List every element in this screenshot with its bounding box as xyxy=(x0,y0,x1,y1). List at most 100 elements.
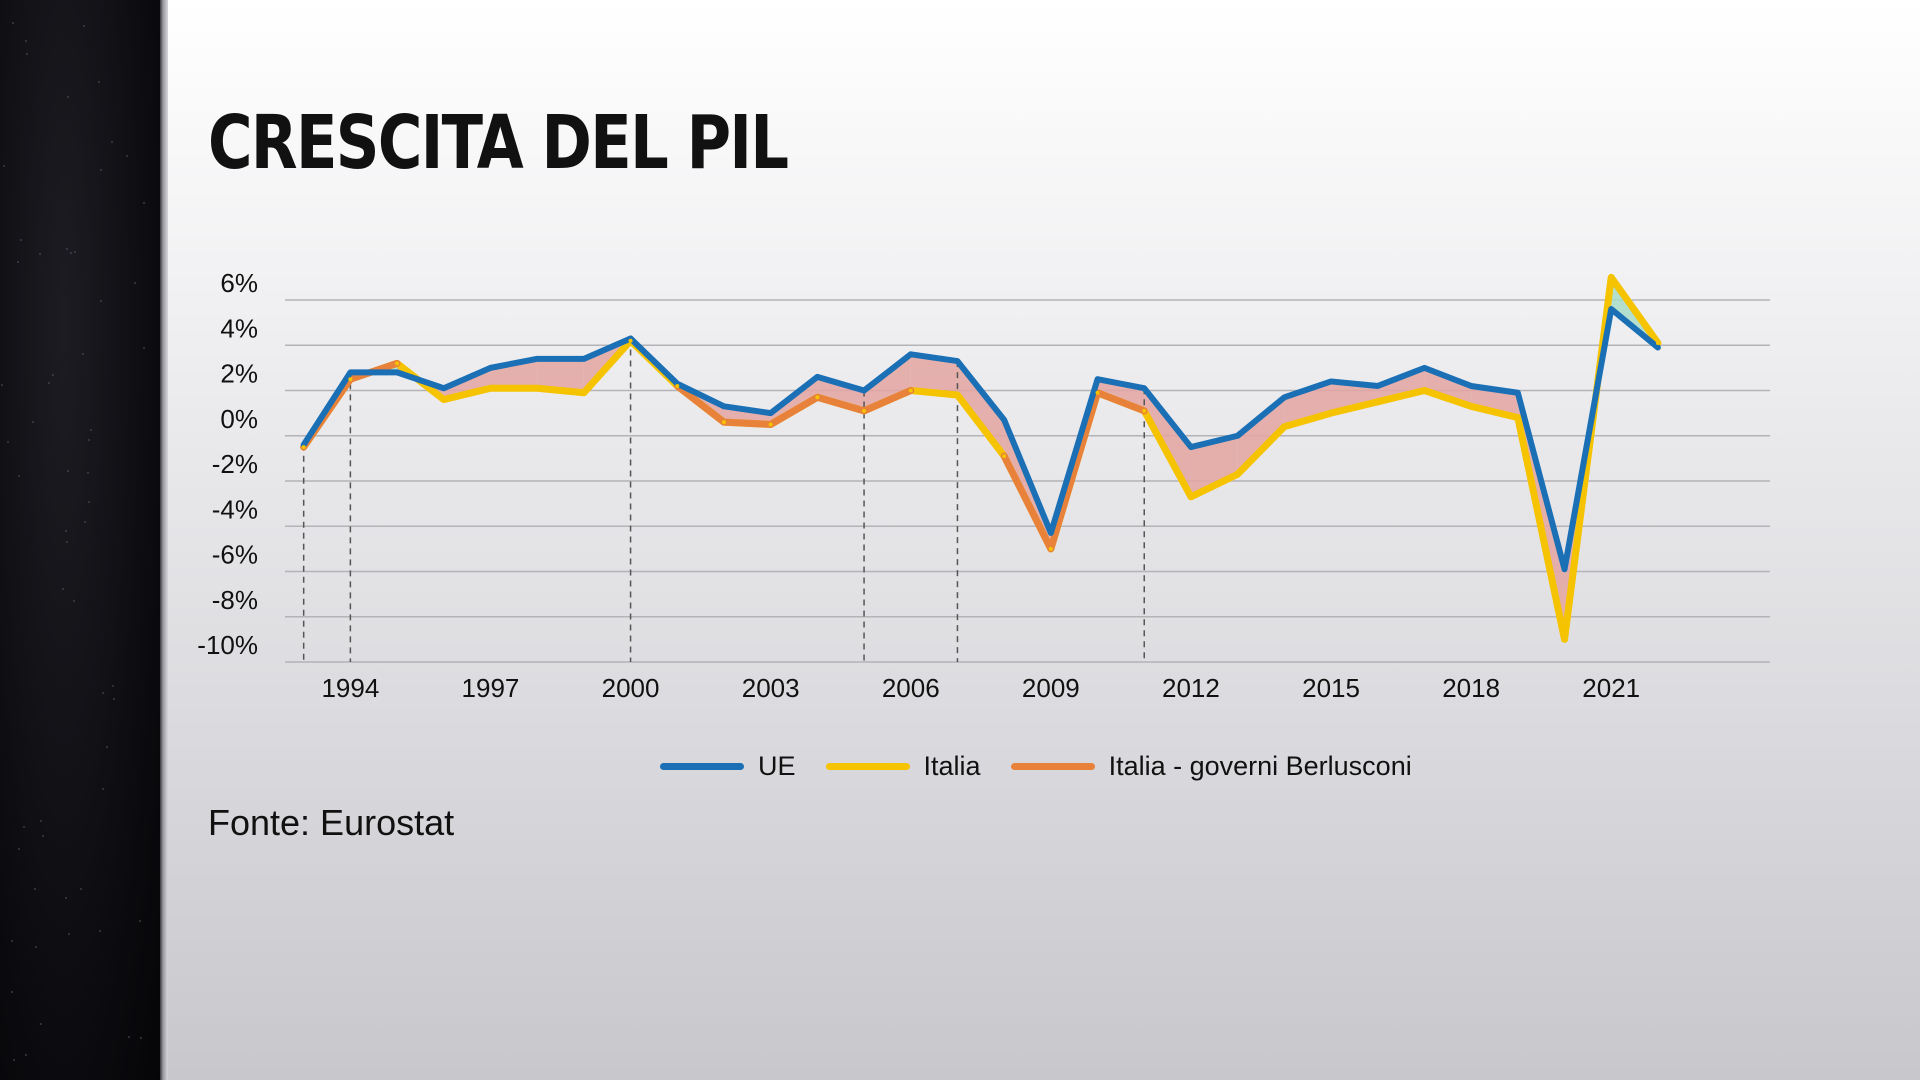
speck-decoration xyxy=(73,600,75,602)
speck-decoration xyxy=(134,282,136,284)
speck-decoration xyxy=(100,169,102,171)
speck-decoration xyxy=(140,1037,142,1039)
speck-decoration xyxy=(25,1054,27,1056)
x-tick-label: 2003 xyxy=(742,673,800,703)
speck-decoration xyxy=(3,165,5,167)
speck-decoration xyxy=(23,826,25,828)
gap-area-negative xyxy=(1237,397,1285,475)
speck-decoration xyxy=(12,22,14,24)
gap-area-negative xyxy=(1424,367,1472,407)
y-tick-label: 4% xyxy=(220,313,258,343)
speck-decoration xyxy=(25,40,27,42)
data-point-ue xyxy=(1655,345,1660,350)
gap-area-negative xyxy=(910,354,958,396)
data-point-ue xyxy=(1422,365,1427,370)
data-point-ue xyxy=(395,370,400,375)
data-point-italia xyxy=(1515,415,1520,420)
speck-decoration xyxy=(74,251,76,253)
series-line-berlusconi xyxy=(1000,389,1148,553)
speck-decoration xyxy=(17,261,19,263)
data-point-ue xyxy=(1282,395,1287,400)
speck-decoration xyxy=(87,472,89,474)
gap-area-negative xyxy=(817,376,865,411)
speck-decoration xyxy=(66,541,68,543)
speck-decoration xyxy=(67,470,69,472)
speck-decoration xyxy=(70,252,72,254)
data-point-ue xyxy=(768,411,773,416)
data-point-ue xyxy=(1515,390,1520,395)
data-point-italia xyxy=(815,395,820,400)
source-note: Fonte: Eurostat xyxy=(208,802,455,843)
speck-decoration xyxy=(98,81,100,83)
speck-decoration xyxy=(52,374,54,376)
speck-decoration xyxy=(113,698,115,700)
speck-decoration xyxy=(106,746,108,748)
data-point-ue xyxy=(441,386,446,391)
data-point-italia xyxy=(1188,494,1193,499)
x-tick-label: 2015 xyxy=(1302,673,1360,703)
speck-decoration xyxy=(126,155,128,157)
speck-decoration xyxy=(34,888,36,890)
y-tick-label: 6% xyxy=(220,268,258,298)
x-tick-label: 2021 xyxy=(1582,673,1640,703)
data-point-italia xyxy=(441,397,446,402)
data-point-ue xyxy=(1562,567,1567,572)
data-point-ue xyxy=(1142,386,1147,391)
dark-side-strip xyxy=(0,0,160,1080)
legend-label-italia: Italia xyxy=(923,750,981,781)
x-tick-label: 1997 xyxy=(462,673,520,703)
speck-decoration xyxy=(90,429,92,431)
speck-decoration xyxy=(32,421,34,423)
data-point-italia xyxy=(395,361,400,366)
speck-decoration xyxy=(42,835,44,837)
data-point-italia xyxy=(1329,411,1334,416)
speck-decoration xyxy=(65,530,67,532)
legend-swatch-italia xyxy=(825,762,910,770)
speck-decoration xyxy=(143,202,145,204)
data-point-ue xyxy=(815,374,820,379)
y-tick-label: 2% xyxy=(220,359,258,389)
legend-swatch-ue xyxy=(660,762,744,770)
speck-decoration xyxy=(111,141,113,143)
data-point-italia xyxy=(1048,546,1053,551)
data-point-italia xyxy=(1142,408,1147,413)
chart-legend: UE Italia Italia - governi Berlusconi xyxy=(660,748,1412,784)
speck-decoration xyxy=(65,897,67,899)
speck-decoration xyxy=(40,1023,42,1025)
speck-decoration xyxy=(20,239,22,241)
speck-decoration xyxy=(11,940,13,942)
x-tick-label: 2018 xyxy=(1442,673,1500,703)
series-line-berlusconi xyxy=(673,382,915,428)
data-point-italia xyxy=(768,422,773,427)
data-point-ue xyxy=(1095,377,1100,382)
speck-decoration xyxy=(7,441,9,443)
data-point-italia xyxy=(1095,390,1100,395)
data-point-italia xyxy=(675,383,680,388)
speck-decoration xyxy=(18,848,20,850)
legend-swatch-berlusconi xyxy=(1010,762,1095,770)
data-point-ue xyxy=(721,404,726,409)
speck-decoration xyxy=(84,521,86,523)
strip-divider xyxy=(160,0,168,1080)
speck-decoration xyxy=(143,347,145,349)
data-point-ue xyxy=(488,365,493,370)
data-point-italia xyxy=(1609,275,1614,280)
data-point-ue xyxy=(535,356,540,361)
data-point-italia xyxy=(1375,399,1380,404)
speck-decoration xyxy=(100,300,102,302)
speck-decoration xyxy=(1,384,3,386)
speck-decoration xyxy=(83,25,85,27)
data-point-ue xyxy=(1469,383,1474,388)
speck-decoration xyxy=(13,1059,15,1061)
data-point-ue xyxy=(1002,417,1007,422)
gap-area-negative xyxy=(864,354,911,411)
y-tick-label: -2% xyxy=(212,449,258,479)
data-point-ue xyxy=(1375,383,1380,388)
data-point-italia xyxy=(1002,454,1007,459)
page-title: CRESCITA DEL PIL xyxy=(208,100,789,186)
speck-decoration xyxy=(112,685,114,687)
data-point-ue xyxy=(1329,379,1334,384)
data-point-italia xyxy=(862,408,867,413)
speck-decoration xyxy=(128,1036,130,1038)
